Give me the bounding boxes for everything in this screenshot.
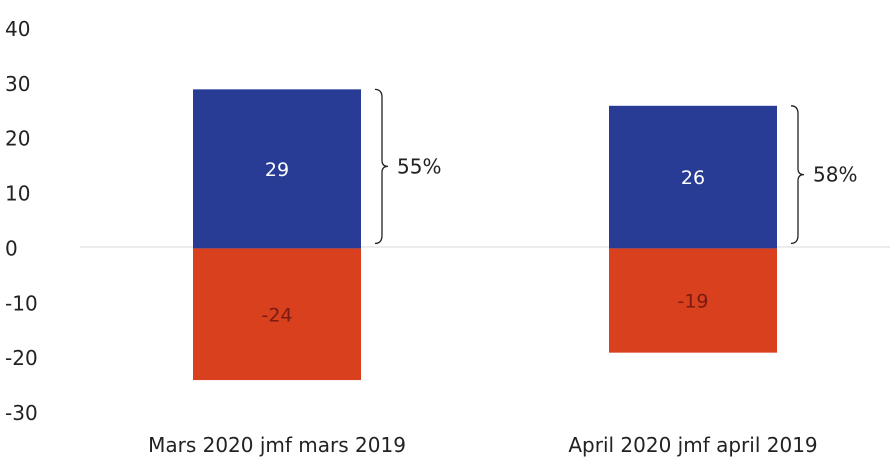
- y-tick-label: -10: [5, 291, 38, 315]
- share-label: 58%: [813, 163, 857, 187]
- share-label: 55%: [397, 154, 441, 178]
- y-tick-label: -30: [5, 401, 38, 425]
- y-axis: 40 30 20 10 0 -10 -20 -30: [5, 17, 38, 425]
- annotations: 55% 58%: [374, 88, 857, 245]
- category-label: April 2020 jmf april 2019: [568, 433, 817, 457]
- positive-bar: [193, 89, 361, 249]
- y-tick-label: 30: [5, 72, 30, 96]
- data-label: -19: [677, 291, 708, 313]
- y-tick-label: 40: [5, 17, 30, 41]
- negative-bar: [609, 248, 777, 353]
- category-label: Mars 2020 jmf mars 2019: [148, 433, 406, 457]
- data-label: -24: [261, 304, 292, 326]
- y-tick-label: 20: [5, 127, 30, 151]
- positive-bar: [609, 105, 777, 249]
- brace: [374, 88, 389, 245]
- data-label: 29: [265, 159, 289, 181]
- brace: [790, 105, 805, 245]
- bars: [193, 89, 777, 381]
- y-tick-label: 0: [5, 236, 18, 260]
- y-tick-label: 10: [5, 182, 30, 206]
- y-tick-label: -20: [5, 346, 38, 370]
- negative-bar: [193, 248, 361, 381]
- x-axis: Mars 2020 jmf mars 2019 April 2020 jmf ap…: [148, 433, 818, 457]
- data-labels: 29 26 -24 -19: [261, 159, 708, 326]
- data-label: 26: [681, 167, 705, 189]
